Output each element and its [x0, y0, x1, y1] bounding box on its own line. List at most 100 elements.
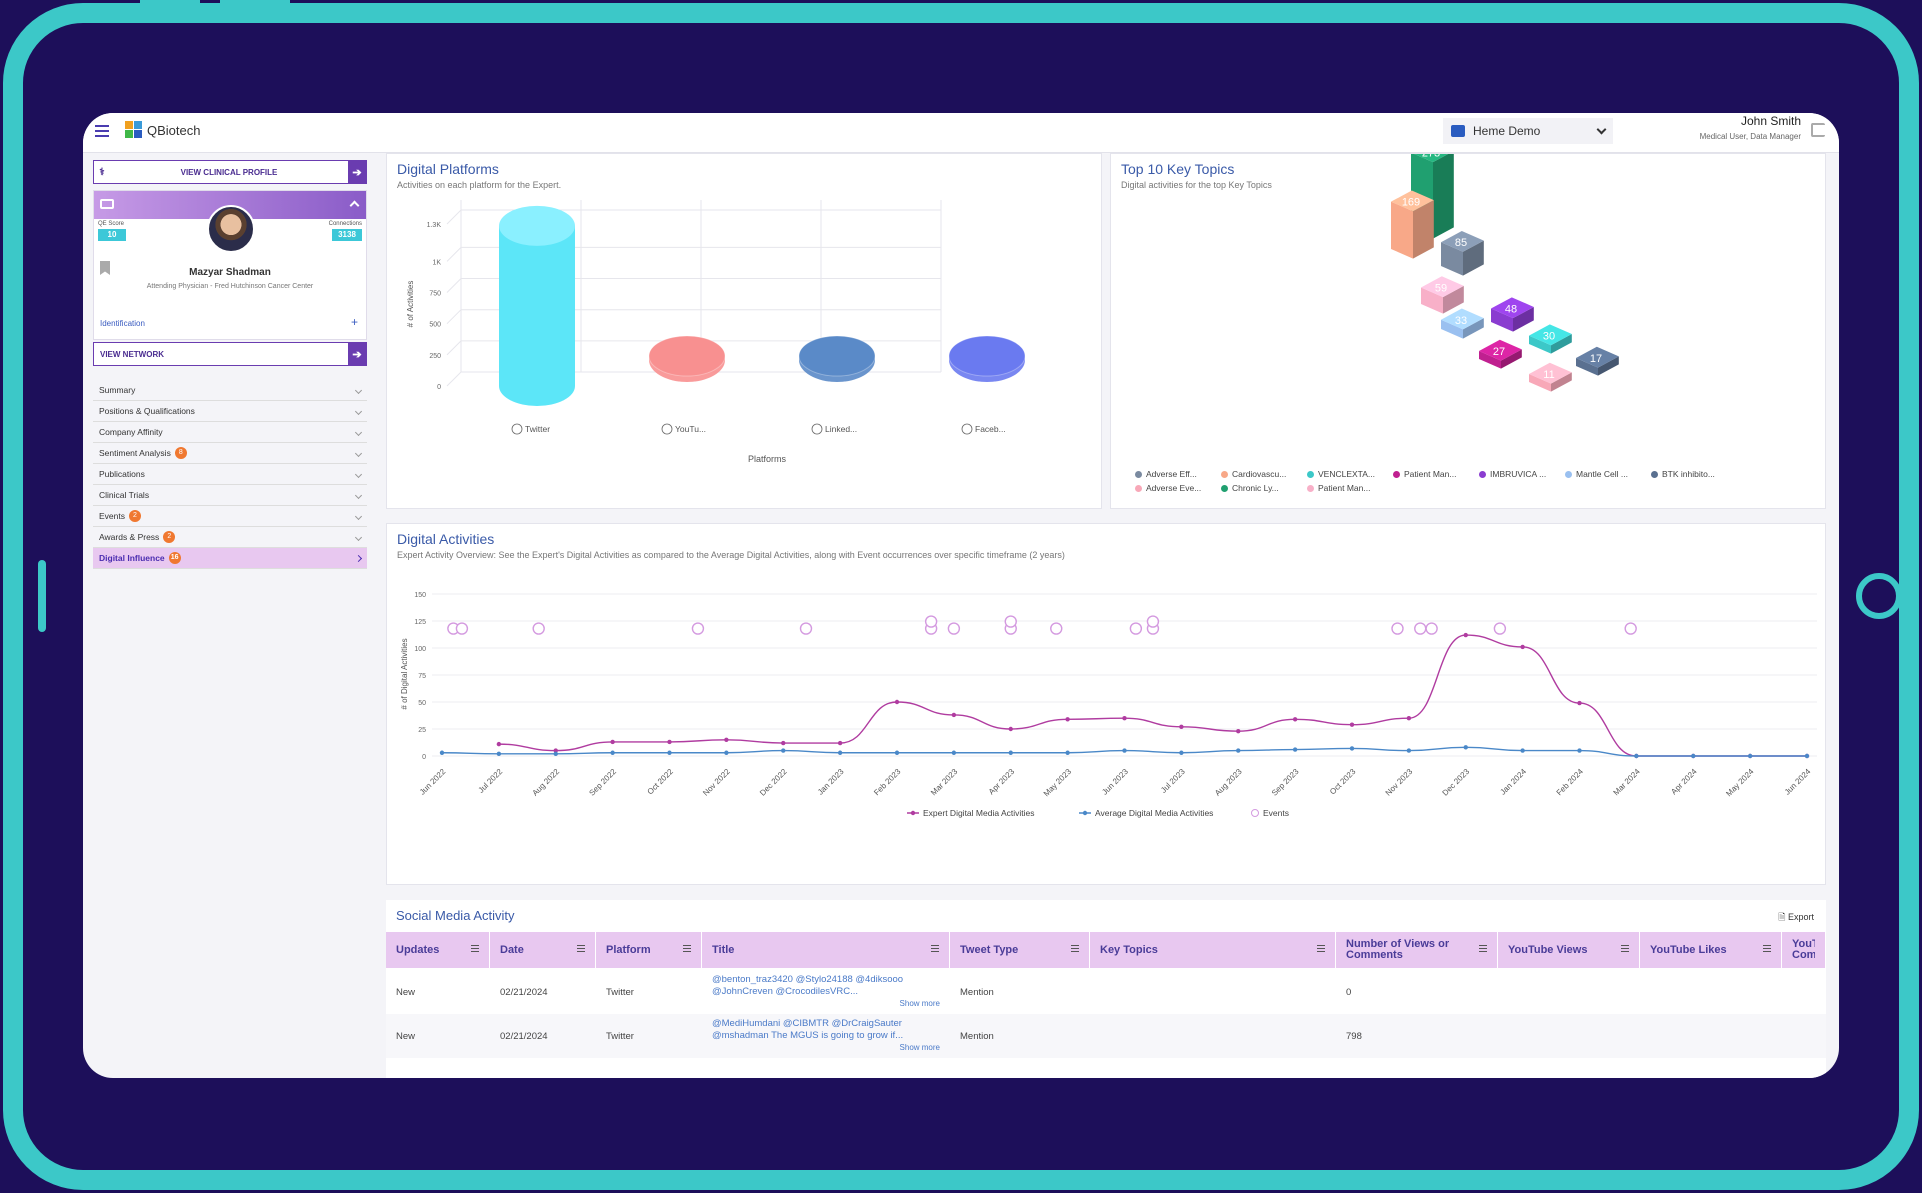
tweet-text[interactable]: @benton_traz3420 @Stylo24188 @4diksooo: [712, 974, 904, 985]
logout-icon[interactable]: [1811, 123, 1825, 137]
column-header[interactable]: Tweet Type: [950, 932, 1090, 968]
event-marker: [1050, 622, 1063, 635]
column-menu-icon[interactable]: [1071, 945, 1079, 952]
menu-item[interactable]: Summary: [93, 380, 367, 401]
column-header[interactable]: YouTube Views: [1498, 932, 1640, 968]
column-header[interactable]: Platform: [596, 932, 702, 968]
column-header[interactable]: YouTube Likes: [1640, 932, 1782, 968]
topic-bar: [1513, 306, 1534, 332]
legend-label: Patient Man...: [1404, 469, 1457, 479]
column-header-label: Date: [500, 944, 524, 956]
platforms-chart: 0 250 500 750 1K 1.3K # of Activities Twitter Yo…: [406, 200, 1026, 464]
identification-link[interactable]: Identification: [100, 319, 145, 328]
data-point: [1349, 722, 1355, 727]
qe-value: 10: [98, 229, 126, 241]
column-menu-icon[interactable]: [577, 945, 585, 952]
topic-bar: [1441, 242, 1463, 276]
event-marker: [1425, 622, 1438, 635]
menu-item[interactable]: Awards & Press 2: [93, 527, 367, 548]
column-header[interactable]: Number of Views or Comments: [1336, 932, 1498, 968]
topic-bar: [1441, 231, 1484, 252]
legend-entry[interactable]: Patient Man...: [1393, 469, 1479, 479]
plus-icon[interactable]: +: [350, 315, 358, 329]
bookmark-icon[interactable]: [100, 261, 110, 275]
x-tick-label: Nov 2022: [701, 767, 732, 798]
data-point: [1747, 753, 1753, 759]
column-menu-icon[interactable]: [1763, 945, 1771, 952]
table-row[interactable]: New 02/21/2024 Twitter @benton_traz3420 @St…: [386, 970, 1826, 1014]
legend-entry[interactable]: Mantle Cell ...: [1565, 469, 1651, 479]
chevron-icon: [354, 428, 363, 436]
legend-swatch: [1393, 470, 1400, 478]
chevron-icon: [354, 407, 363, 415]
data-point: [894, 699, 900, 705]
menu-item[interactable]: Events 2: [93, 506, 367, 527]
collapse-icon[interactable]: [349, 200, 360, 211]
logo[interactable]: QBiotech: [125, 121, 200, 139]
column-menu-icon[interactable]: [1317, 945, 1325, 952]
column-header-label: YouT Comi: [1792, 939, 1815, 961]
legend-label: VENCLEXTA...: [1318, 469, 1375, 479]
export-button[interactable]: 🗎 Export: [1778, 912, 1814, 922]
column-menu-icon[interactable]: [931, 945, 939, 952]
qe-label: QE Score: [98, 221, 125, 227]
view-network-label: VIEW NETWORK: [100, 349, 164, 359]
data-label: 59: [1435, 282, 1447, 294]
data-point: [724, 750, 729, 755]
table-row[interactable]: New 02/21/2024 Twitter @MediHumdani @CIBMTR…: [386, 1014, 1826, 1058]
column-menu-icon[interactable]: [1621, 945, 1629, 952]
event-marker: [799, 622, 813, 635]
legend-entry[interactable]: VENCLEXTA...: [1307, 469, 1393, 479]
legend-entry[interactable]: Adverse Eff...: [1135, 469, 1221, 479]
y-tick-label: 1K: [432, 259, 441, 266]
user-info[interactable]: John Smith Medical User, Data Manager: [1700, 114, 1801, 141]
show-more-link[interactable]: Show more: [899, 1043, 940, 1052]
menu-icon[interactable]: [95, 125, 109, 137]
legend-entry[interactable]: Patient Man...: [1307, 483, 1393, 493]
activities-subtitle: Expert Activity Overview: See the Expert…: [397, 550, 1065, 560]
topic-bar: [1598, 356, 1619, 376]
legend-entry[interactable]: Chronic Ly...: [1221, 483, 1307, 493]
x-tick-label: Jun 2023: [1100, 767, 1130, 797]
column-header[interactable]: YouT Comi: [1782, 932, 1826, 968]
topic-bar: [1576, 358, 1598, 376]
view-clinical-profile-button[interactable]: ⚕ VIEW CLINICAL PROFILE ➔: [93, 160, 367, 184]
arrow-right-icon: ➔: [348, 161, 366, 183]
legend-entry[interactable]: IMBRUVICA ...: [1479, 469, 1565, 479]
legend-entry[interactable]: Cardiovascu...: [1221, 469, 1307, 479]
column-header[interactable]: Date: [490, 932, 596, 968]
column-header[interactable]: Key Topics: [1090, 932, 1336, 968]
y-tick-label: 0: [422, 754, 426, 761]
column-menu-icon[interactable]: [1479, 945, 1487, 952]
chevron-icon: [354, 491, 363, 499]
tweet-text[interactable]: @mshadman The MGUS is going to grow if..…: [712, 1030, 904, 1041]
table-cell: 02/21/2024: [500, 986, 548, 998]
column-header[interactable]: Title: [702, 932, 950, 968]
legend-entry[interactable]: BTK inhibito...: [1651, 469, 1737, 479]
tablet-home-button: [1856, 573, 1902, 619]
menu-item[interactable]: Clinical Trials: [93, 485, 367, 506]
event-marker: [924, 615, 938, 628]
table-header: Updates Date Platform Title Tweet Type Key To…: [386, 932, 1826, 968]
column-menu-icon[interactable]: [683, 945, 691, 952]
column-header[interactable]: Updates: [386, 932, 490, 968]
menu-item[interactable]: Positions & Qualifications: [93, 401, 367, 422]
y-tick-label: 50: [418, 700, 426, 707]
menu-item[interactable]: Sentiment Analysis 8: [93, 443, 367, 464]
data-point: [496, 741, 502, 747]
x-tick-label: Dec 2022: [758, 767, 789, 798]
column-menu-icon[interactable]: [471, 945, 479, 952]
demo-selector[interactable]: Heme Demo: [1443, 118, 1613, 144]
menu-item[interactable]: Publications: [93, 464, 367, 485]
show-more-link[interactable]: Show more: [899, 999, 940, 1008]
menu-item[interactable]: Digital Influence 16: [93, 548, 367, 569]
tweet-text[interactable]: @MediHumdani @CIBMTR @DrCraigSauter: [712, 1018, 902, 1029]
view-network-button[interactable]: VIEW NETWORK ➔: [93, 342, 367, 366]
data-point: [1065, 750, 1070, 755]
event-marker: [1391, 622, 1404, 635]
menu-item[interactable]: Company Affinity: [93, 422, 367, 443]
legend-entry[interactable]: Adverse Eve...: [1135, 483, 1221, 493]
data-label: 27: [1493, 346, 1505, 358]
tweet-text[interactable]: @JohnCreven @CrocodilesVRC...: [712, 986, 859, 997]
x-tick-label: Mar 2024: [1612, 767, 1643, 798]
